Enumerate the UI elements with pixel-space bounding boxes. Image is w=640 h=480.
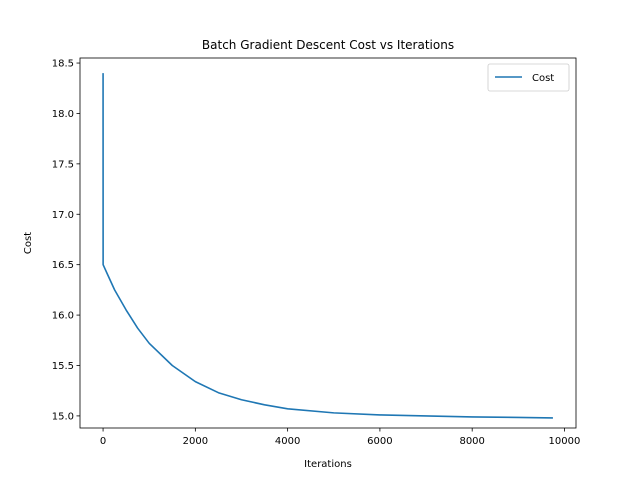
x-tick-label: 8000: [459, 436, 484, 447]
series-line-cost: [102, 73, 553, 419]
x-axis-ticks: 0 2000 4000 6000 8000 10000: [100, 428, 580, 447]
chart-title: Batch Gradient Descent Cost vs Iteration…: [202, 38, 454, 52]
y-tick-label: 16.5: [52, 260, 74, 271]
y-tick-label: 17.5: [52, 159, 74, 170]
y-tick-label: 17.0: [52, 210, 74, 221]
y-axis-ticks: 15.0 15.5 16.0 16.5 17.0 17.5 18.0 18.5: [52, 59, 80, 422]
series-layer: [102, 73, 553, 419]
legend-label-cost: Cost: [532, 73, 554, 84]
legend: Cost: [487, 63, 570, 92]
y-tick-label: 15.0: [52, 411, 74, 422]
y-tick-label: 16.0: [52, 311, 74, 322]
legend-box: [487, 63, 570, 92]
x-tick-label: 6000: [367, 436, 392, 447]
x-tick-label: 2000: [183, 436, 208, 447]
x-tick-label: 10000: [549, 436, 581, 447]
x-axis-label: Iterations: [304, 459, 352, 470]
x-tick-label: 4000: [275, 436, 300, 447]
plot-area: [80, 58, 576, 428]
y-axis-label: Cost: [23, 232, 34, 254]
y-tick-label: 18.0: [52, 109, 74, 120]
y-tick-label: 18.5: [52, 59, 74, 70]
x-tick-label: 0: [100, 436, 106, 447]
y-tick-label: 15.5: [52, 361, 74, 372]
axes-frame: [79, 57, 577, 429]
